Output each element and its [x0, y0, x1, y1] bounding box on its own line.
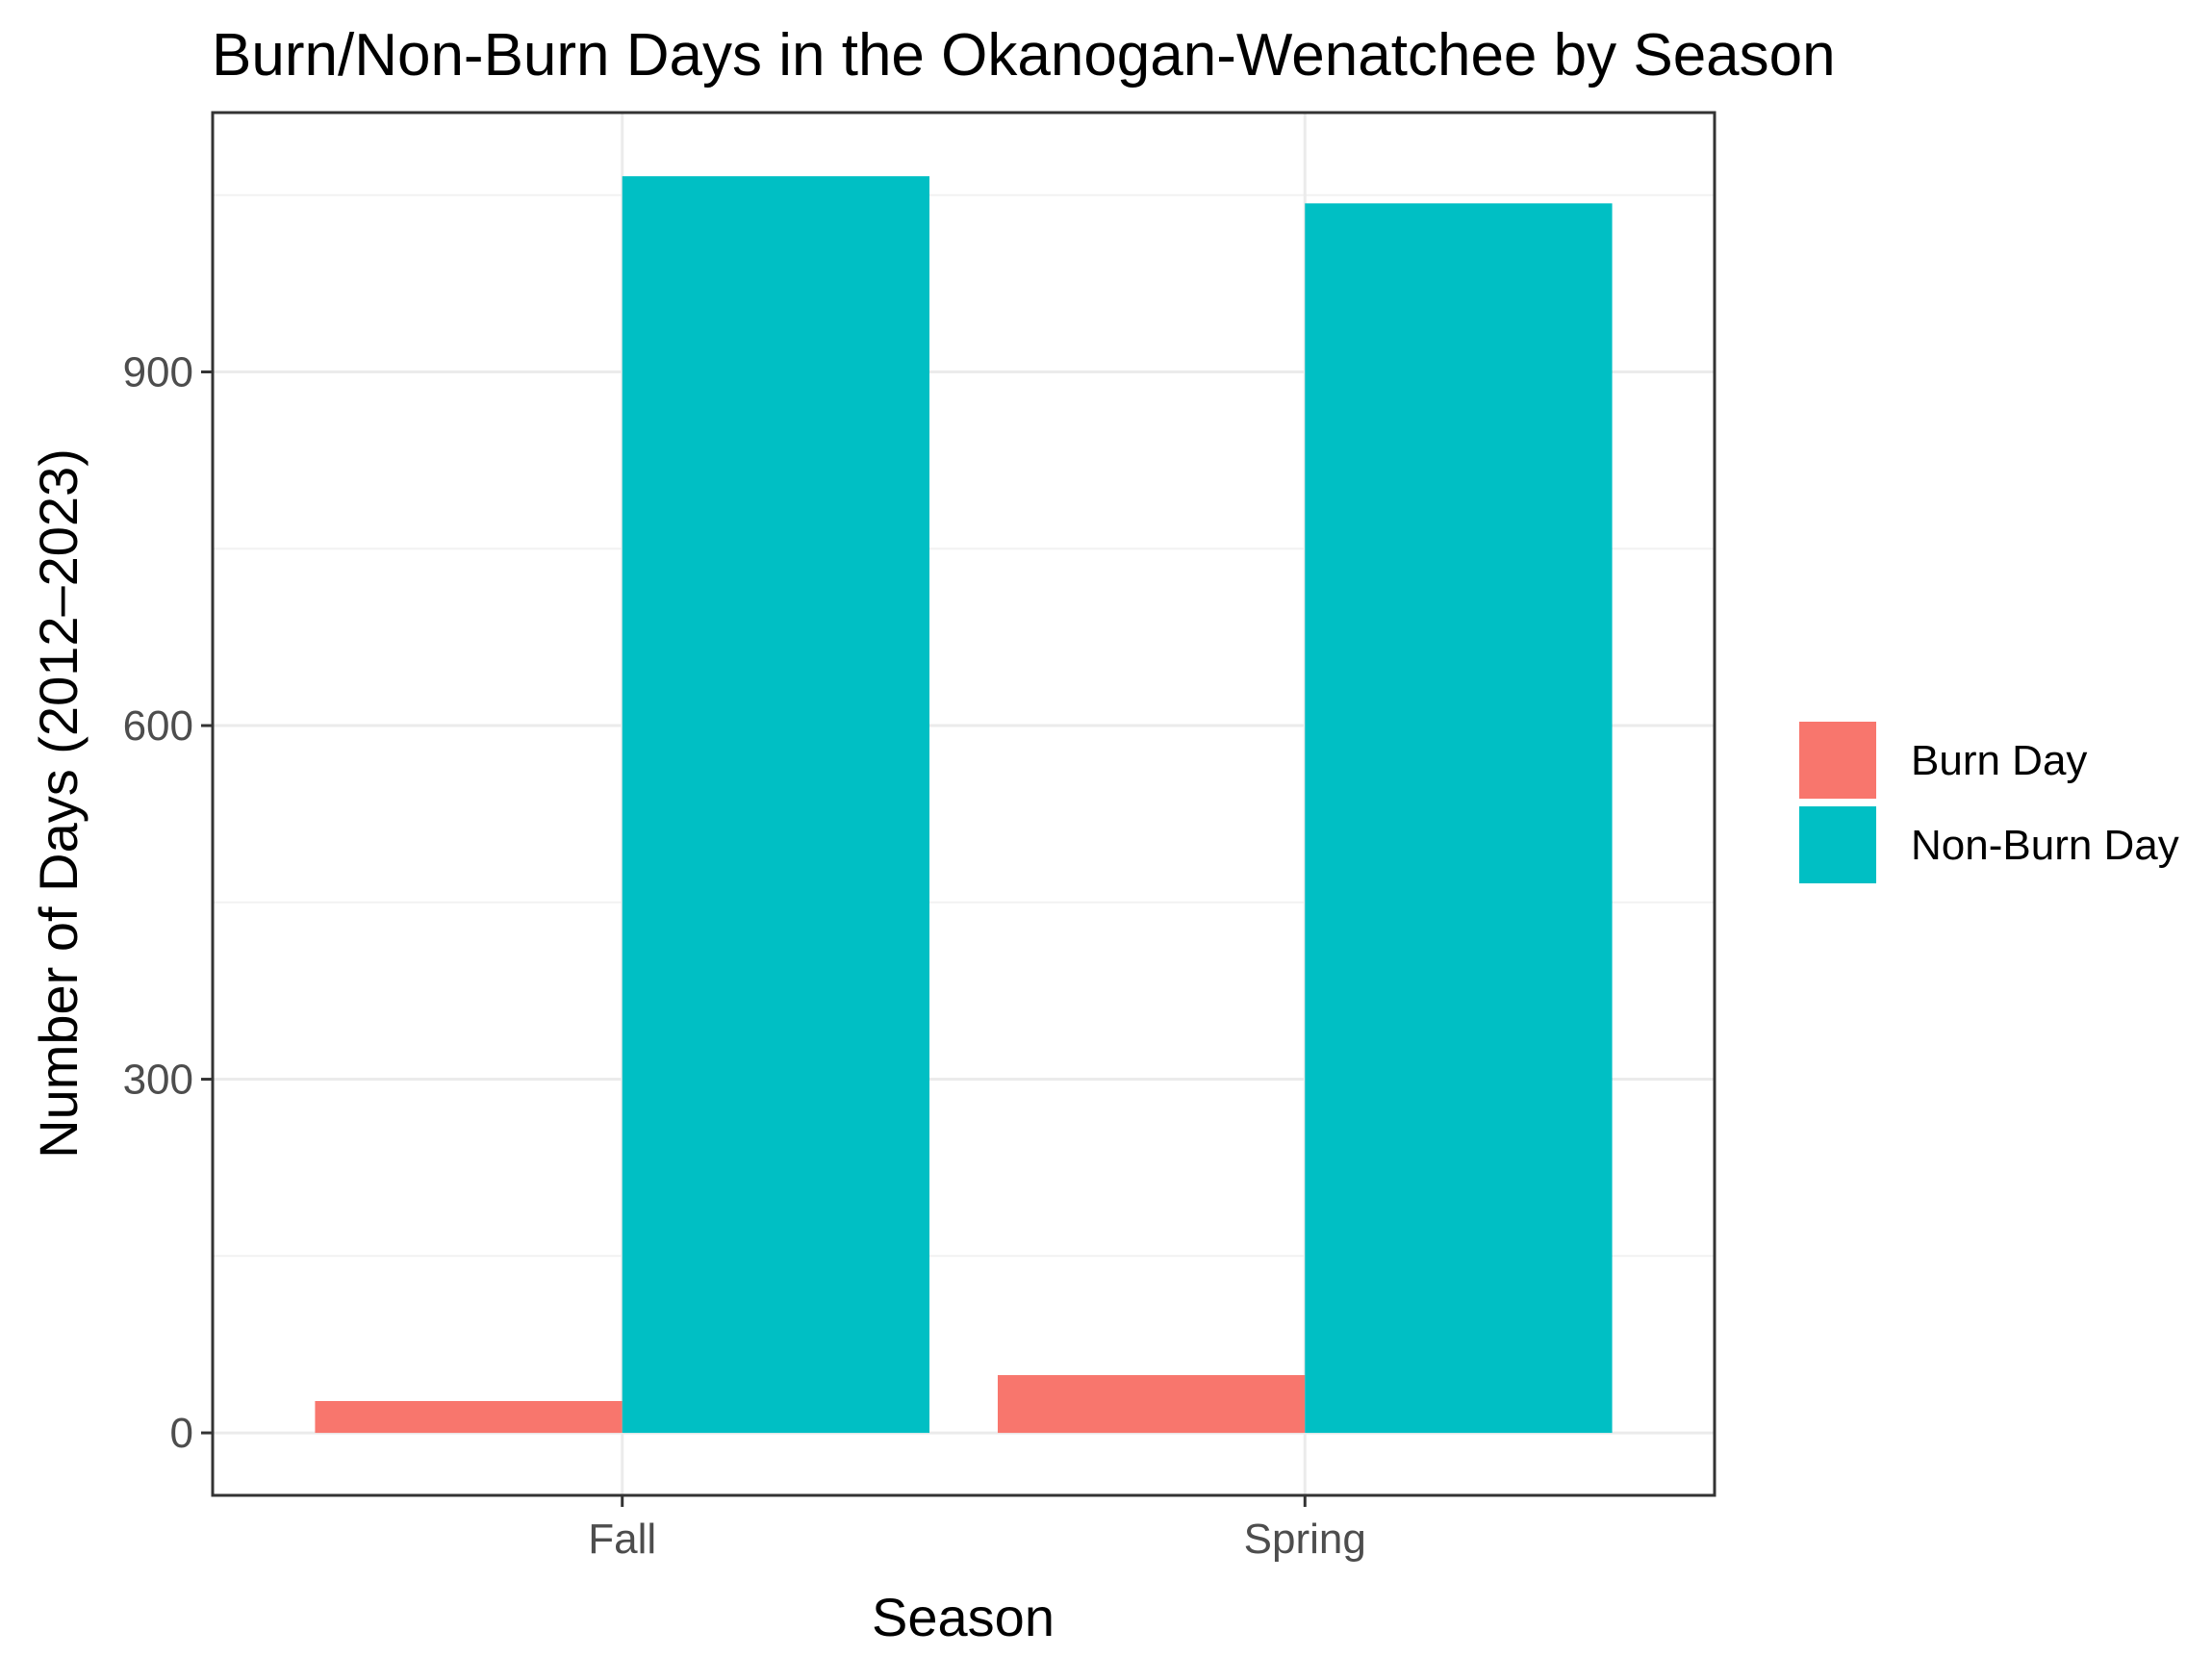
x-axis-title: Season: [872, 1587, 1055, 1647]
legend-key-burn-day: [1799, 722, 1876, 799]
y-tick-label: 300: [123, 1057, 193, 1104]
y-tick-label: 900: [123, 349, 193, 396]
panel-border: [211, 111, 1716, 1497]
x-tick-label: Fall: [588, 1516, 656, 1563]
bar-fall-non-burn-day: [622, 176, 930, 1434]
legend-key-non-burn-day: [1799, 806, 1876, 883]
y-tick-label: 600: [123, 702, 193, 750]
bars: [315, 176, 1613, 1434]
bar-fall-burn-day: [315, 1400, 623, 1434]
chart-title: Burn/Non-Burn Days in the Okanogan-Wenat…: [212, 22, 1836, 89]
y-axis-title: Number of Days (2012–2023): [28, 448, 89, 1159]
legend-label: Burn Day: [1911, 737, 2087, 784]
x-axis: Fall Spring: [588, 1495, 1366, 1563]
plot-panel: [211, 111, 1716, 1497]
legend: Burn Day Non-Burn Day: [1799, 722, 2179, 883]
bar-spring-burn-day: [997, 1375, 1306, 1434]
y-axis: 0 300 600 900: [123, 349, 213, 1457]
bar-spring-non-burn-day: [1305, 203, 1613, 1434]
legend-label: Non-Burn Day: [1911, 822, 2179, 869]
x-tick-label: Spring: [1244, 1516, 1366, 1563]
y-tick-label: 0: [170, 1410, 193, 1457]
